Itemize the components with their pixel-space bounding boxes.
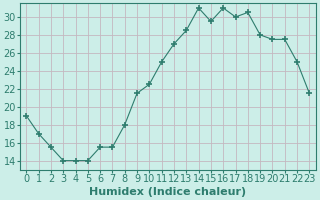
X-axis label: Humidex (Indice chaleur): Humidex (Indice chaleur) bbox=[89, 187, 246, 197]
